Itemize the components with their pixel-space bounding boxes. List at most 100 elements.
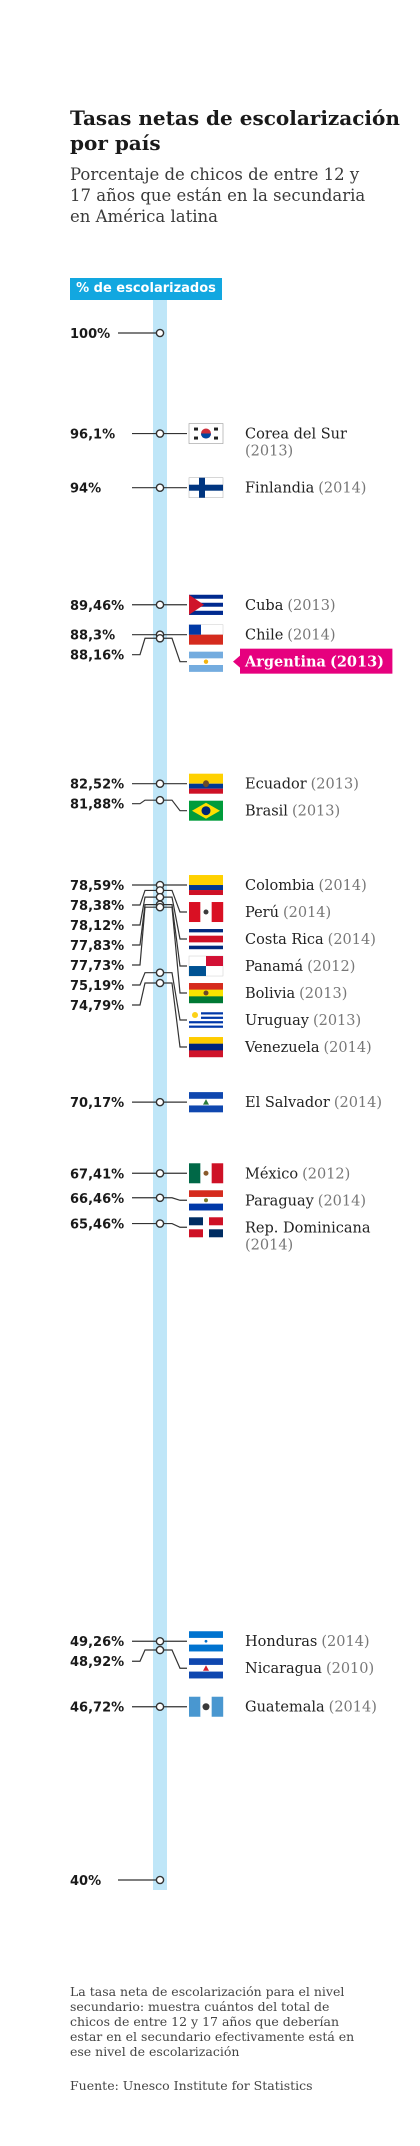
- country-year: (2012): [307, 959, 355, 975]
- korea-flag-icon: [188, 423, 224, 444]
- data-row: 70,17% El Salvador (2014): [70, 1092, 382, 1113]
- country-label: El Salvador (2014): [245, 1095, 382, 1111]
- left-connector: [132, 896, 160, 926]
- axis-endpoint-label: 40%: [70, 1874, 101, 1889]
- country-name: Honduras: [245, 1634, 317, 1650]
- value-label: 70,17%: [70, 1096, 124, 1111]
- data-point: [155, 429, 165, 438]
- left-connector: [132, 1649, 160, 1662]
- data-point: [155, 795, 165, 805]
- data-row: 94% Finlandia (2014): [70, 477, 366, 499]
- data-row: 77,83% Panamá (2012): [70, 900, 355, 977]
- data-point: [155, 902, 165, 912]
- country-label: Colombia (2014): [245, 878, 367, 894]
- data-point: [155, 600, 165, 610]
- highlight-pointer: [233, 655, 240, 668]
- country-name: Nicaragua: [245, 1661, 322, 1677]
- value-label: 77,83%: [70, 939, 124, 954]
- country-label: Paraguay (2014): [245, 1193, 366, 1209]
- data-point: [155, 1636, 165, 1646]
- country-year: (2014): [318, 481, 366, 497]
- axis-bar: [153, 300, 167, 1890]
- axis-endpoint-marker: [155, 328, 165, 338]
- chart-title: Tasas netas de escolarización por país: [70, 106, 400, 155]
- country-year: (2014): [321, 1634, 369, 1650]
- country-year: (2014): [329, 1700, 377, 1716]
- country-label: Panamá (2012): [245, 959, 355, 975]
- country-year: (2013): [330, 654, 384, 671]
- country-year: (2014): [319, 878, 367, 894]
- country-label: Honduras (2014): [245, 1634, 370, 1650]
- country-year: (2013): [313, 1013, 361, 1029]
- value-label: 48,92%: [70, 1655, 124, 1670]
- country-name: El Salvador: [245, 1095, 330, 1111]
- data-row: 88,3% Chile (2014): [70, 624, 336, 645]
- data-point: [155, 633, 165, 643]
- data-row: 89,46% Cuba (2013): [70, 594, 336, 615]
- country-year: (2014): [287, 628, 335, 644]
- country-name: Paraguay: [245, 1193, 315, 1209]
- value-label: 89,46%: [70, 599, 124, 614]
- left-connector: [132, 906, 160, 966]
- guatemala-flag-icon: [189, 1696, 224, 1717]
- data-row: 78,38% Perú (2014): [70, 886, 331, 923]
- country-label: Chile (2014): [245, 628, 336, 644]
- country-name: Argentina: [244, 654, 327, 671]
- value-label: 88,16%: [70, 649, 124, 664]
- nicaragua-flag-icon: [189, 1658, 223, 1679]
- left-connector: [132, 889, 160, 906]
- value-label: 46,72%: [70, 1701, 124, 1716]
- country-label: Venezuela (2014): [244, 1040, 372, 1056]
- left-connector: [132, 799, 160, 805]
- data-row: 48,92% Nicaragua (2010): [70, 1645, 374, 1679]
- value-label: 49,26%: [70, 1635, 124, 1650]
- highlight-box: [240, 648, 393, 674]
- country-year: (2010): [326, 1661, 374, 1677]
- country-year: (2013): [299, 986, 347, 1002]
- data-point: [155, 1168, 165, 1178]
- data-point: [155, 1645, 165, 1655]
- country-year: (2013): [245, 444, 293, 460]
- country-year: (2014): [318, 1193, 366, 1209]
- value-label: 67,41%: [70, 1167, 124, 1182]
- country-year: (2014): [323, 1040, 371, 1056]
- data-row: 88,16% Argentina (2013): [70, 633, 393, 674]
- value-label: 78,12%: [70, 919, 124, 934]
- value-label: 94%: [70, 482, 101, 497]
- country-name: Brasil: [245, 804, 288, 820]
- ecuador-flag-icon: [189, 773, 223, 794]
- data-point: [155, 1219, 165, 1228]
- chart-area: 100%40%96,1% Corea del Sur (2013)94% Finlan…: [70, 300, 393, 1890]
- country-label: Uruguay (2013): [245, 1013, 361, 1029]
- axis-label: % de escolarizados: [70, 278, 222, 300]
- country-name: Bolivia: [245, 986, 295, 1002]
- data-row: 74,79% Venezuela (2014): [70, 978, 372, 1058]
- chile-flag-icon: [188, 624, 224, 645]
- country-label: Argentina (2013): [244, 654, 384, 671]
- data-point: [155, 1097, 165, 1107]
- country-label: Costa Rica (2014): [245, 932, 376, 948]
- left-connector: [132, 637, 160, 656]
- country-year: (2013): [287, 598, 335, 614]
- left-connector: [132, 982, 160, 1006]
- country-label: Finlandia (2014): [245, 481, 366, 497]
- country-name: Finlandia: [245, 481, 315, 497]
- value-label: 78,38%: [70, 899, 124, 914]
- country-name: Costa Rica: [245, 932, 324, 948]
- data-point: [155, 892, 165, 902]
- value-label: 78,59%: [70, 879, 124, 894]
- data-row: 81,88% Brasil (2013): [70, 795, 340, 821]
- data-point: [155, 978, 165, 988]
- country-label: Perú (2014): [245, 905, 331, 921]
- country-year: (2013): [311, 777, 359, 793]
- value-label: 88,3%: [70, 629, 115, 644]
- data-row: 75,19% Uruguay (2013): [70, 968, 361, 1031]
- data-row: 78,59% Colombia (2014): [70, 875, 367, 896]
- country-label: Brasil (2013): [245, 804, 340, 820]
- honduras-flag-icon: [189, 1631, 223, 1652]
- data-row: 65,46% Rep. Dominicana (2014): [70, 1217, 371, 1253]
- data-row: 66,46% Paraguay (2014): [70, 1190, 366, 1211]
- data-row: 49,26% Honduras (2014): [70, 1631, 370, 1652]
- value-label: 75,19%: [70, 979, 124, 994]
- country-name: Cuba: [245, 598, 284, 614]
